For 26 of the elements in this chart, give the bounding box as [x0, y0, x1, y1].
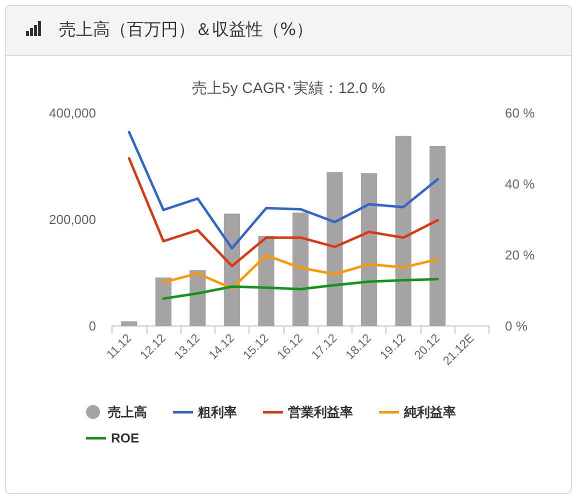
y2-tick-label: 20 %: [505, 248, 536, 262]
legend-label: 営業利益率: [288, 404, 353, 420]
chart-title: 売上高（百万円）＆収益性（%）: [59, 19, 314, 41]
chart-subtitle: 売上5y CAGR･実績：12.0 %: [192, 80, 386, 97]
bar: [190, 270, 206, 326]
legend-label: ROE: [111, 430, 140, 446]
line-series: [162, 254, 439, 290]
bar: [326, 172, 343, 326]
legend-label: 純利益率: [403, 404, 456, 420]
y-tick-label: 400,000: [49, 106, 96, 120]
bar: [360, 173, 378, 326]
bar: [395, 136, 412, 326]
y2-tick-label: 40 %: [505, 176, 536, 192]
line-series: [162, 278, 439, 300]
line-series: [128, 157, 439, 268]
bar: [430, 146, 446, 326]
y-tick-label: 200,000: [49, 212, 96, 227]
legend-label: 粗利率: [197, 404, 237, 420]
line-series: [128, 130, 439, 250]
bar: [292, 212, 309, 326]
y2-tick-label: 60 %: [505, 106, 536, 120]
bar: [121, 321, 138, 326]
y-tick-label: 0: [88, 318, 96, 334]
legend-label: 売上高: [108, 404, 147, 420]
y2-tick-label: 0 %: [505, 318, 528, 334]
bar: [155, 278, 172, 326]
